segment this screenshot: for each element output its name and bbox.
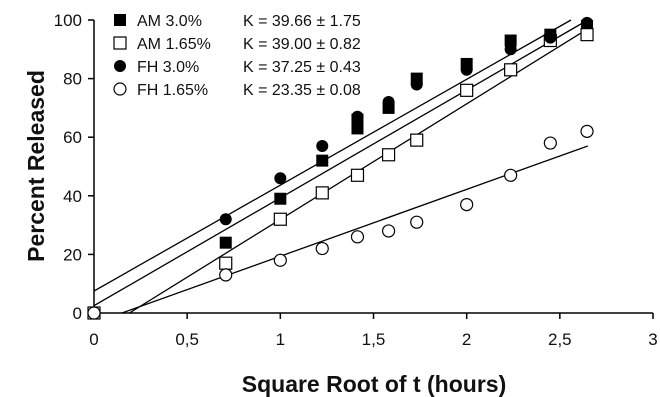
data-point xyxy=(274,192,287,205)
y-tick-label: 0 xyxy=(73,304,82,323)
x-tick-label: 1,5 xyxy=(362,330,386,349)
data-point xyxy=(580,124,594,138)
legend: AM 3.0% K = 39.66 ± 1.75 AM 1.65% K = 39.00… xyxy=(113,13,361,99)
y-tick-label: 60 xyxy=(63,128,82,147)
data-point xyxy=(273,212,287,226)
legend-k-value: K = 39.00 ± 0.82 xyxy=(243,36,361,53)
legend-k-value: K = 23.35 ± 0.08 xyxy=(243,82,361,99)
data-points xyxy=(87,16,594,320)
data-point xyxy=(350,230,365,244)
data-point xyxy=(504,43,517,56)
fit-line xyxy=(94,19,572,292)
legend-series-name: AM 3.0% xyxy=(137,13,202,30)
legend-k-value: K = 37.25 ± 0.43 xyxy=(243,59,361,76)
data-point xyxy=(219,256,233,270)
legend-k-value: K = 39.66 ± 1.75 xyxy=(243,13,361,30)
data-point xyxy=(410,215,424,229)
chart-axes: 0 20 40 60 80 100 0 0,5 1 1,5 2 2,5 3 xyxy=(54,11,658,349)
legend-marker xyxy=(113,36,127,50)
data-point xyxy=(504,34,517,47)
data-point xyxy=(315,241,329,256)
data-point xyxy=(219,213,232,226)
x-axis-title: Square Root of t (hours) xyxy=(242,371,506,397)
data-point xyxy=(543,136,557,150)
legend-marker xyxy=(114,60,126,72)
y-tick-label: 100 xyxy=(54,11,82,30)
x-tick-label: 1 xyxy=(276,330,285,349)
legend-series-name: FH 3.0% xyxy=(137,59,199,76)
y-tick-label: 20 xyxy=(63,245,82,264)
data-point xyxy=(460,83,474,97)
y-tick-label: 40 xyxy=(63,187,82,206)
x-tick-label: 2,5 xyxy=(548,330,572,349)
legend-marker xyxy=(114,14,126,26)
data-point xyxy=(316,154,329,167)
y-tick-label: 80 xyxy=(63,70,82,89)
data-point xyxy=(580,28,594,42)
data-point xyxy=(351,110,364,123)
data-point xyxy=(381,148,396,162)
data-point xyxy=(315,186,329,200)
data-point xyxy=(316,139,329,152)
data-point xyxy=(219,236,232,249)
data-point xyxy=(581,16,594,29)
y-axis-title: Percent Released xyxy=(23,70,49,262)
x-tick-label: 2 xyxy=(462,330,471,349)
x-tick-label: 0,5 xyxy=(175,330,199,349)
data-point xyxy=(87,306,101,320)
data-point xyxy=(504,63,518,77)
data-point xyxy=(350,168,365,182)
legend-marker xyxy=(113,82,127,96)
data-point xyxy=(410,78,423,91)
data-point xyxy=(504,168,518,182)
data-point xyxy=(460,197,474,212)
x-tick-label: 0 xyxy=(89,330,98,349)
data-point xyxy=(544,31,557,44)
data-point xyxy=(410,133,424,147)
data-point xyxy=(219,268,233,282)
data-point xyxy=(460,63,473,76)
data-point xyxy=(381,224,396,238)
data-point xyxy=(382,96,395,109)
data-point xyxy=(274,172,287,185)
data-point xyxy=(273,253,287,267)
x-tick-label: 3 xyxy=(648,330,657,349)
legend-series-name: AM 1.65% xyxy=(137,36,211,53)
legend-series-name: FH 1.65% xyxy=(137,82,208,99)
